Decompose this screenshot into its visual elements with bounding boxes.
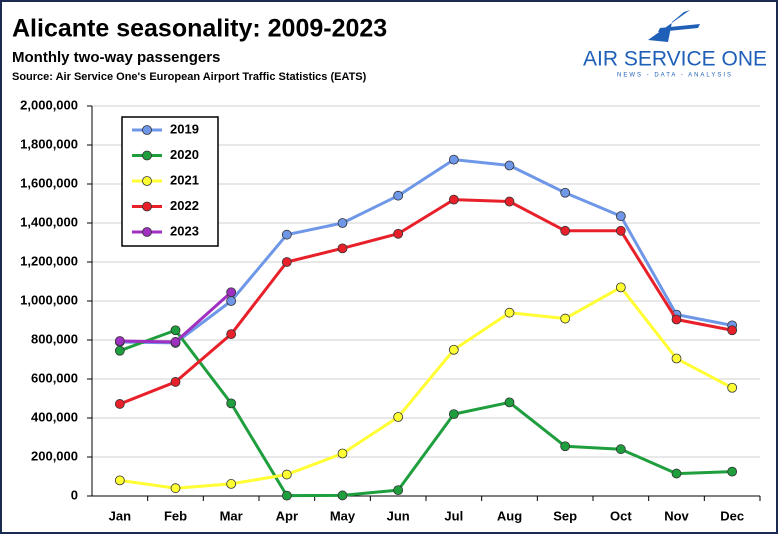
legend-marker	[142, 176, 152, 186]
logo-icon	[648, 10, 700, 42]
chart-source: Source: Air Service One's European Airpo…	[12, 71, 367, 83]
x-tick-label: Apr	[276, 508, 298, 523]
data-point	[615, 225, 626, 236]
data-point	[226, 398, 237, 409]
y-tick-label: 600,000	[31, 370, 78, 385]
data-point	[114, 399, 125, 409]
y-tick-label: 400,000	[31, 409, 78, 424]
y-tick-label: 1,200,000	[20, 253, 78, 268]
y-tick-label: 2,000,000	[20, 97, 78, 112]
data-point	[393, 228, 404, 239]
y-tick-label: 1,000,000	[20, 292, 78, 307]
data-point	[281, 469, 292, 480]
data-point	[170, 325, 181, 336]
legend-marker	[142, 150, 152, 161]
x-tick-label: Jul	[444, 508, 463, 523]
series-line	[119, 328, 733, 498]
data-point	[448, 194, 459, 205]
data-point	[615, 282, 626, 293]
y-tick-label: 1,600,000	[20, 175, 78, 190]
series-line	[119, 285, 733, 490]
legend-label: 2022	[170, 198, 199, 213]
series-line	[119, 198, 733, 406]
legend-marker	[142, 227, 152, 237]
legend-label: 2021	[170, 172, 199, 187]
data-point	[337, 490, 348, 501]
data-point	[226, 296, 237, 306]
data-point	[671, 314, 682, 325]
y-tick-label: 1,800,000	[20, 136, 78, 151]
data-point	[560, 313, 571, 324]
x-tick-label: Aug	[497, 508, 522, 523]
data-point	[393, 190, 404, 201]
x-tick-label: May	[330, 508, 356, 523]
chart-subtitle: Monthly two-way passengers	[12, 49, 220, 66]
data-point	[226, 329, 237, 340]
data-point	[671, 468, 682, 479]
legend-marker	[142, 201, 152, 212]
logo-name: AIR SERVICE ONE	[583, 48, 767, 71]
data-point	[504, 196, 515, 207]
data-point	[615, 444, 626, 455]
y-tick-label: 1,400,000	[20, 214, 78, 229]
x-tick-label: Sep	[553, 508, 577, 523]
x-tick-label: Oct	[610, 508, 632, 523]
data-point	[114, 336, 125, 346]
data-point	[560, 187, 571, 198]
x-tick-label: Jan	[109, 508, 131, 523]
legend-label: 2019	[170, 121, 199, 136]
data-point	[448, 409, 459, 420]
data-point	[281, 490, 292, 501]
data-point	[281, 229, 292, 240]
data-point	[337, 218, 348, 228]
data-point	[615, 211, 626, 222]
data-point	[170, 337, 181, 347]
data-point	[337, 243, 348, 254]
data-point	[560, 225, 571, 236]
data-point	[393, 412, 404, 422]
chart-title: Alicante seasonality: 2009-2023	[12, 15, 387, 43]
data-point	[727, 382, 738, 393]
legend-label: 2020	[170, 147, 199, 162]
data-point	[114, 475, 125, 486]
logo-tagline: NEWS - DATA - ANALYSIS	[617, 73, 733, 79]
x-tick-label: Feb	[164, 508, 187, 523]
data-point	[337, 448, 348, 459]
data-point	[504, 160, 515, 171]
data-point	[448, 154, 459, 165]
series-line	[119, 158, 733, 345]
data-point	[448, 344, 459, 355]
x-tick-label: Dec	[720, 508, 744, 523]
data-point	[226, 287, 237, 298]
legend-label: 2023	[170, 223, 199, 238]
legend-marker	[142, 125, 152, 135]
x-tick-label: Mar	[220, 508, 243, 523]
data-point	[170, 483, 181, 494]
data-point	[114, 345, 125, 356]
data-point	[504, 307, 515, 318]
x-tick-label: Nov	[664, 508, 689, 523]
x-tick-label: Jun	[387, 508, 410, 523]
data-point	[281, 257, 292, 267]
data-point	[170, 377, 181, 387]
y-tick-label: 800,000	[31, 331, 78, 346]
data-point	[393, 485, 404, 496]
data-point	[504, 397, 515, 408]
data-point	[671, 353, 682, 364]
y-tick-label: 200,000	[31, 448, 78, 463]
data-point	[226, 479, 237, 489]
data-point	[727, 325, 738, 336]
data-point	[727, 466, 738, 477]
data-point	[560, 441, 571, 452]
y-tick-label: 0	[71, 487, 78, 502]
